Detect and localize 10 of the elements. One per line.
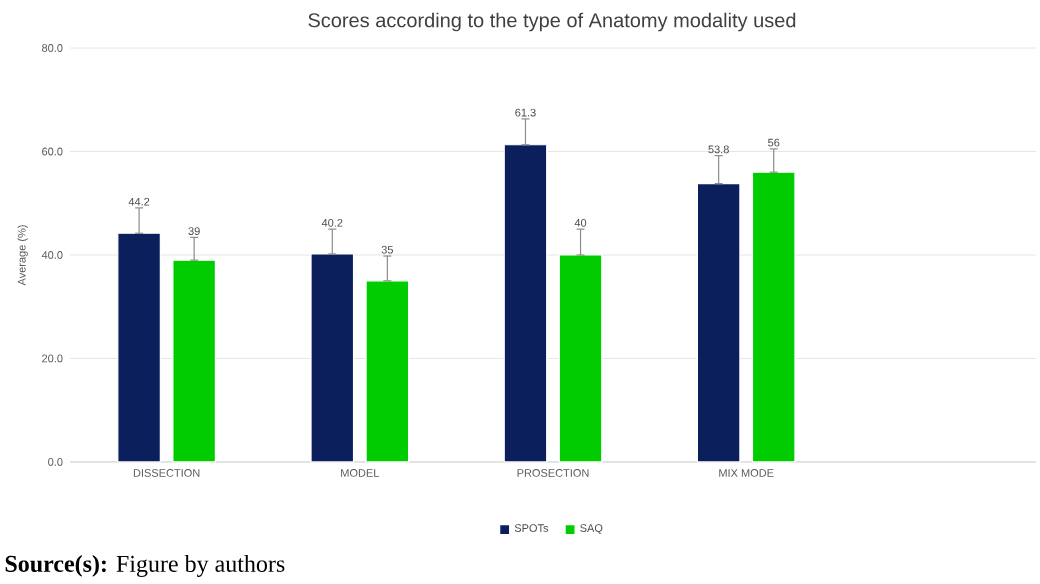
bar [365, 280, 410, 463]
bar [558, 254, 603, 463]
bar [751, 171, 796, 463]
bar [310, 253, 355, 463]
bar [172, 259, 216, 463]
bar [117, 232, 161, 463]
bar [696, 182, 741, 463]
chart-title: Scores according to the type of Anatomy modality used [308, 12, 796, 32]
text: Source(s): Figure by authors [5, 555, 285, 577]
bar [503, 144, 548, 463]
